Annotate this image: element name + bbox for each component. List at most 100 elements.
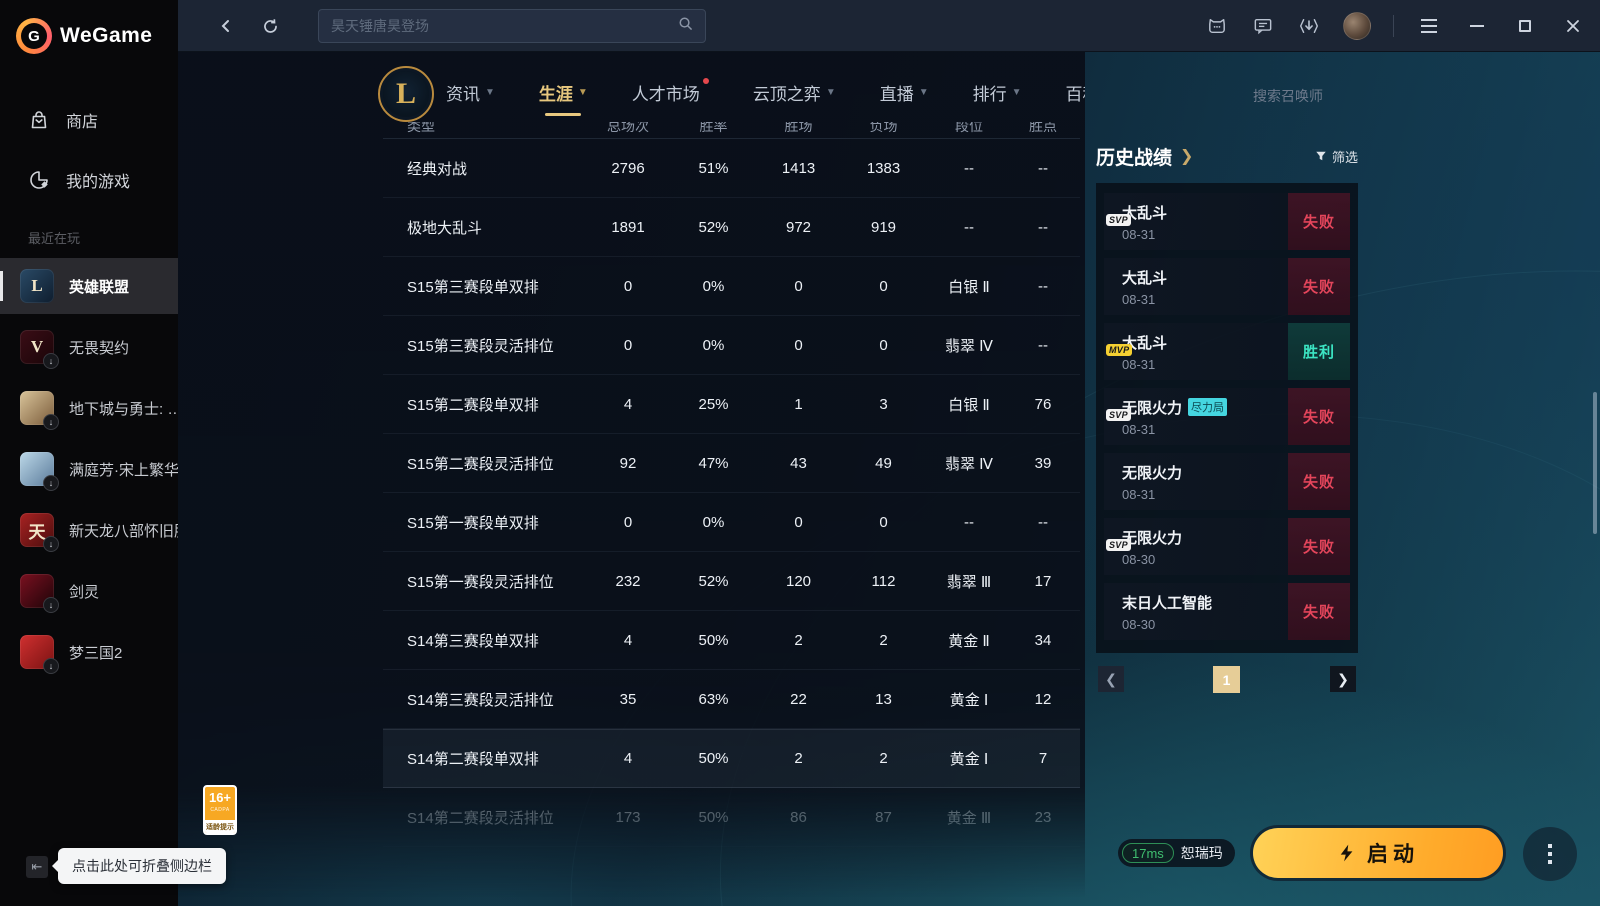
collapse-sidebar-button[interactable]: ⇤ xyxy=(26,856,48,878)
nav-tab[interactable]: 云顶之弈 ▼ xyxy=(753,80,836,105)
nav-tab[interactable]: 排行 ▼ xyxy=(973,80,1022,105)
match-history-item[interactable]: SVP 大乱斗 08-31 失败 xyxy=(1104,193,1350,250)
game-icon: 天 ↓ xyxy=(20,513,59,552)
cell-losses: 3 xyxy=(879,395,888,413)
table-row[interactable]: S14第二赛段单双排 4 50% 2 2 黄金 Ⅰ 7 xyxy=(383,729,1080,788)
sidebar-game-item[interactable]: ↓ 地下城与勇士: … xyxy=(0,380,178,436)
search-icon[interactable] xyxy=(678,16,693,36)
cell-rank: -- xyxy=(964,218,974,236)
page-prev-button[interactable]: ❮ xyxy=(1098,666,1124,692)
match-history-item[interactable]: SVP 无限火力 尽力局 08-31 失败 xyxy=(1104,388,1350,445)
recent-section-label: 最近在玩 xyxy=(28,231,81,246)
nav-tab[interactable]: 直播 ▼ xyxy=(880,80,929,105)
nav-tab[interactable]: 资讯 ▼ xyxy=(446,80,495,105)
main-menu-icon[interactable] xyxy=(1416,13,1442,39)
messages-icon[interactable] xyxy=(1251,14,1275,38)
sidebar-game-item[interactable]: ↓ 梦三国2 xyxy=(0,624,178,680)
ping-value: 17ms xyxy=(1122,843,1174,863)
cell-total-games: 4 xyxy=(623,631,633,649)
close-button[interactable] xyxy=(1560,13,1586,39)
nav-tab[interactable]: 生涯 ▼ xyxy=(539,80,588,105)
table-row[interactable]: S15第三赛段灵活排位 0 0% 0 0 翡翠 Ⅳ -- xyxy=(383,316,1080,375)
back-button[interactable] xyxy=(214,14,238,38)
game-label: 新天龙八部怀旧服 xyxy=(69,522,178,540)
nav-tab-label: 资讯 xyxy=(446,85,480,104)
sidebar-game-item[interactable]: 天 ↓ 新天龙八部怀旧服 xyxy=(0,502,178,558)
funnel-icon xyxy=(1316,151,1326,161)
nav-tab-label: 人才市场 xyxy=(631,85,700,104)
table-row[interactable]: S15第一赛段单双排 0 0% 0 0 -- -- xyxy=(383,493,1080,552)
game-icon: ↓ xyxy=(20,635,59,674)
match-result-badge: 失败 xyxy=(1288,583,1350,640)
table-row[interactable]: S14第三赛段灵活排位 35 63% 22 13 黄金 Ⅰ 12 xyxy=(383,670,1080,729)
table-header-row: 类型 总场次 胜率 胜场 负场 段位 胜点 xyxy=(383,122,1080,138)
cell-win-rate: 50% xyxy=(698,631,729,649)
sidebar-game-item[interactable]: V ↓ 无畏契约 xyxy=(0,319,178,375)
table-row[interactable]: S15第一赛段灵活排位 232 52% 120 112 翡翠 Ⅲ 17 xyxy=(383,552,1080,611)
history-filter-button[interactable]: 筛选 xyxy=(1315,147,1358,166)
match-info: 无限火力 08-30 xyxy=(1122,527,1182,567)
cell-total-games: 0 xyxy=(623,336,633,354)
table-row[interactable]: S15第二赛段单双排 4 25% 1 3 白银 Ⅱ 76 xyxy=(383,375,1080,434)
effort-tag: 尽力局 xyxy=(1188,398,1228,416)
cell-lp: -- xyxy=(1038,513,1048,531)
maximize-button[interactable] xyxy=(1512,13,1538,39)
refresh-button[interactable] xyxy=(258,14,282,38)
table-row[interactable]: S15第二赛段灵活排位 92 47% 43 49 翡翠 Ⅳ 39 xyxy=(383,434,1080,493)
nav-tab[interactable]: 百科 ▼ xyxy=(1066,80,1115,105)
lol-game-logo[interactable]: L xyxy=(378,66,434,122)
global-search-box[interactable] xyxy=(318,9,706,43)
page-number-current[interactable]: 1 xyxy=(1213,666,1240,693)
table-row[interactable]: S14第三赛段单双排 4 50% 2 2 黄金 Ⅱ 34 xyxy=(383,611,1080,670)
match-history-item[interactable]: SVP 无限火力 08-30 失败 xyxy=(1104,518,1350,575)
cell-wins: 1413 xyxy=(781,159,816,177)
helper-cat-icon[interactable] xyxy=(1205,14,1229,38)
cell-wins: 972 xyxy=(785,218,812,236)
sidebar-game-item[interactable]: ↓ 剑灵 xyxy=(0,563,178,619)
sidebar-game-item[interactable]: ↓ 满庭芳·宋上繁华 xyxy=(0,441,178,497)
match-mode: 无限火力 xyxy=(1122,529,1183,547)
cell-wins: 22 xyxy=(790,690,807,708)
cell-total-games: 4 xyxy=(623,750,633,767)
cell-total-games: 2796 xyxy=(611,159,645,177)
cell-rank: 翡翠 Ⅲ xyxy=(946,573,992,591)
medal-badge: SVP xyxy=(1106,213,1131,226)
sidebar-item-store[interactable]: 商店 xyxy=(0,100,178,140)
cell-lp: -- xyxy=(1038,277,1048,295)
table-body: 经典对战 2796 51% 1413 1383 -- -- 极地大乱斗 1891… xyxy=(383,139,1080,847)
page-scrollbar-thumb[interactable] xyxy=(1593,392,1597,534)
match-history-item[interactable]: 末日人工智能 08-30 失败 xyxy=(1104,583,1350,640)
global-search-input[interactable] xyxy=(331,18,678,34)
match-history-item[interactable]: 无限火力 08-31 失败 xyxy=(1104,453,1350,510)
match-history-item[interactable]: MVP 大乱斗 08-31 胜利 xyxy=(1104,323,1350,380)
table-row[interactable]: S15第三赛段单双排 0 0% 0 0 白银 Ⅱ -- xyxy=(383,257,1080,316)
titlebar xyxy=(178,0,1600,52)
minimize-button[interactable] xyxy=(1464,13,1490,39)
table-row[interactable]: 经典对战 2796 51% 1413 1383 -- -- xyxy=(383,139,1080,198)
nav-tab[interactable]: 人才市场 ▼ xyxy=(631,78,709,105)
download-badge-icon: ↓ xyxy=(43,597,59,613)
history-header: 历史战绩 ❯ 筛选 xyxy=(1096,142,1358,170)
sidebar-item-my-games[interactable]: 我的游戏 xyxy=(0,160,178,200)
cell-win-rate: 52% xyxy=(698,572,729,590)
page-next-button[interactable]: ❯ xyxy=(1330,666,1356,692)
cell-rank: 白银 Ⅱ xyxy=(948,396,990,414)
table-header-cell: 段位 xyxy=(955,122,983,134)
match-history-item[interactable]: 大乱斗 08-31 失败 xyxy=(1104,258,1350,315)
age-rating-value: 16+ xyxy=(208,790,232,805)
launch-game-button[interactable]: 启动 xyxy=(1253,828,1503,878)
summoner-search-input[interactable] xyxy=(1253,88,1434,104)
sidebar-game-item[interactable]: L ↓ 英雄联盟 xyxy=(0,258,178,314)
table-row[interactable]: 极地大乱斗 1891 52% 972 919 -- -- xyxy=(383,198,1080,257)
chevron-right-icon[interactable]: ❯ xyxy=(1180,148,1194,165)
user-avatar[interactable] xyxy=(1343,12,1371,40)
table-row[interactable]: S14第二赛段灵活排位 173 50% 86 87 黄金 Ⅲ 23 xyxy=(383,788,1080,847)
server-name[interactable]: 恕瑞玛 xyxy=(1180,845,1223,861)
launch-options-button[interactable] xyxy=(1523,827,1577,881)
cell-lp: 34 xyxy=(1034,631,1052,649)
downloads-icon[interactable] xyxy=(1297,14,1321,38)
wegame-logo[interactable]: G WeGame xyxy=(16,18,153,54)
summoner-search[interactable] xyxy=(1246,84,1434,108)
cell-queue-type: S14第三赛段灵活排位 xyxy=(407,691,554,709)
career-page: L 资讯 ▼ 生涯 ▼ 人才市场 ▼ 云顶之弈 ▼ 直播 ▼ 排行 ▼ 百科 ▼… xyxy=(178,52,1114,906)
